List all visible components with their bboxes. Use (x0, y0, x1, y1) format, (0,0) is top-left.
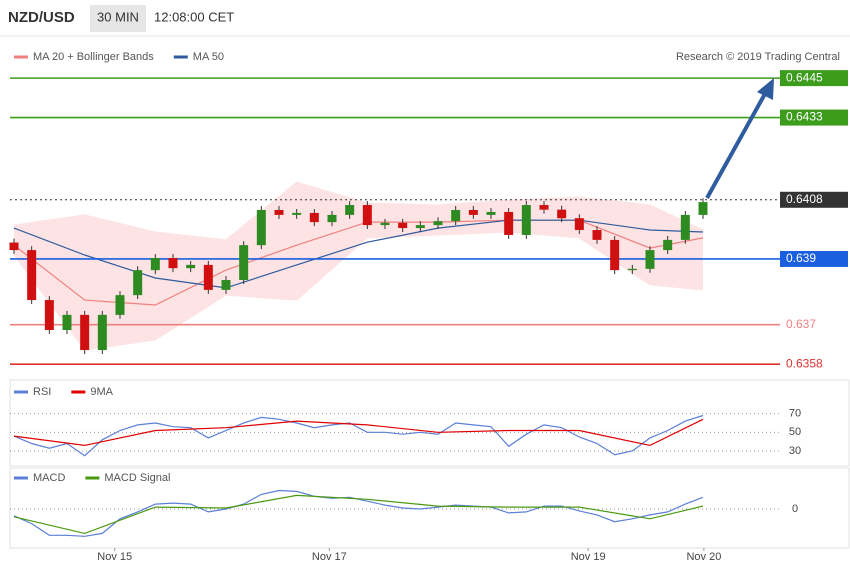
y-tick-label: 50 (789, 426, 801, 438)
candle-body (203, 264, 213, 290)
legend-label: 9MA (90, 386, 113, 398)
y-tick-label: 70 (789, 408, 801, 420)
candle-body (433, 221, 443, 226)
y-tick-label: 30 (789, 445, 801, 457)
candle-body (663, 239, 673, 251)
candle-body (274, 209, 284, 215)
candle-body (468, 209, 478, 215)
level-label: 0.639 (786, 251, 816, 265)
macd-panel (9, 467, 850, 549)
symbol: NZD/USD (8, 9, 75, 26)
series-line (13, 418, 704, 447)
candle-body (610, 239, 620, 271)
candle-body (150, 257, 160, 271)
candle-body (362, 205, 372, 226)
legend-label: RSI (33, 386, 51, 398)
candle-body (698, 202, 708, 215)
candle-body (415, 225, 425, 229)
candle-body (557, 209, 567, 219)
arrow-shaft (705, 91, 768, 199)
arrow-head (757, 78, 774, 100)
candle-body (680, 214, 690, 240)
candle-body (398, 222, 408, 229)
symbol-box (0, 3, 88, 33)
candle-body (627, 268, 637, 271)
interval-box (90, 5, 146, 32)
legend-label: MA 50 (193, 51, 224, 63)
level-label-box (780, 70, 848, 87)
candle-body (504, 211, 514, 235)
candle-body (327, 214, 337, 223)
candle-body (239, 245, 249, 281)
candle-body (592, 230, 602, 240)
candle-body (44, 300, 54, 330)
y-tick-label: 0 (792, 503, 798, 515)
candle-body (380, 222, 390, 226)
x-tick-label: Nov 17 (312, 551, 347, 563)
candle-body (221, 280, 231, 290)
candle-body (80, 314, 90, 351)
series-line (13, 414, 704, 457)
candle-body (27, 250, 37, 301)
candle-body (115, 295, 125, 315)
candle-body (309, 212, 319, 223)
legend-label: MACD (33, 472, 65, 484)
interval: 30 MIN (97, 9, 139, 24)
legend-label: MACD Signal (104, 472, 170, 484)
bollinger-lower (13, 231, 704, 351)
candle-body (168, 257, 178, 269)
candle-body (256, 209, 266, 246)
level-label-box (780, 250, 848, 267)
candle-body (62, 314, 72, 330)
candle-body (645, 250, 655, 269)
level-label: 0.6445 (786, 70, 823, 84)
candle-body (133, 270, 143, 296)
candle-body (451, 209, 461, 222)
series-line (13, 494, 704, 535)
level-label: 0.6433 (786, 110, 823, 124)
arrow (705, 78, 774, 199)
candle-body (539, 205, 549, 210)
legend-label: MA 20 + Bollinger Bands (33, 51, 154, 63)
candle-body (292, 212, 302, 215)
level-label-box (780, 109, 848, 126)
x-tick-label: Nov 19 (571, 551, 606, 563)
level-label: 0.637 (786, 317, 816, 331)
time: 12:08:00 CET (154, 9, 234, 24)
moving-average (13, 219, 704, 289)
x-tick-label: Nov 15 (97, 551, 132, 563)
candle-body (97, 314, 107, 351)
level-label: 0.6408 (786, 192, 823, 206)
candle-body (574, 218, 584, 231)
candle-body (9, 242, 19, 251)
rsi-panel (9, 379, 850, 467)
x-tick-label: Nov 20 (686, 551, 721, 563)
candle-body (186, 264, 196, 269)
credit: Research © 2019 Trading Central (676, 51, 840, 63)
candle-body (486, 211, 496, 215)
level-label: 0.6358 (786, 356, 823, 370)
bollinger-band (84, 214, 156, 351)
level-label-box (780, 191, 848, 208)
candle-body (345, 205, 355, 215)
candle-body (521, 205, 531, 235)
